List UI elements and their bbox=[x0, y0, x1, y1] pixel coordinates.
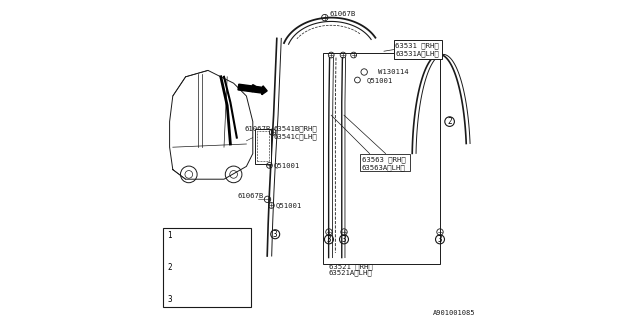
Bar bbox=[323, 53, 440, 264]
FancyArrow shape bbox=[238, 84, 267, 95]
Text: 63521A〈LH〉: 63521A〈LH〉 bbox=[329, 269, 372, 276]
Text: 3: 3 bbox=[326, 235, 332, 244]
Text: W130054 〈RH〉: W130054 〈RH〉 bbox=[191, 268, 243, 275]
Text: Q51001: Q51001 bbox=[366, 77, 393, 83]
Text: Q51001: Q51001 bbox=[275, 202, 301, 208]
Bar bbox=[163, 228, 251, 307]
Text: 61067B: 61067B bbox=[245, 125, 271, 132]
Text: 63521 〈RH〉: 63521 〈RH〉 bbox=[329, 263, 372, 270]
Text: 2: 2 bbox=[447, 117, 452, 126]
Bar bbox=[257, 131, 269, 161]
Text: 3: 3 bbox=[168, 295, 172, 304]
Text: 1: 1 bbox=[168, 231, 172, 240]
Text: 2: 2 bbox=[168, 263, 172, 272]
Text: 3: 3 bbox=[438, 235, 442, 244]
Text: W130053 〈LH〉: W130053 〈LH〉 bbox=[191, 275, 243, 282]
Text: 3: 3 bbox=[342, 235, 346, 244]
Text: W: W bbox=[177, 270, 182, 276]
Text: 63562A: 63562A bbox=[178, 296, 204, 302]
Bar bbox=[360, 154, 410, 171]
Text: Q51001: Q51001 bbox=[273, 162, 300, 168]
Text: 63531A〈LH〉: 63531A〈LH〉 bbox=[396, 50, 439, 57]
Text: S: S bbox=[177, 254, 182, 260]
Text: W130114: W130114 bbox=[378, 69, 408, 75]
Text: 63563 〈RH〉: 63563 〈RH〉 bbox=[362, 156, 405, 163]
Text: A901001085: A901001085 bbox=[433, 310, 475, 316]
Text: 3: 3 bbox=[273, 230, 278, 239]
Text: 63541B〈RH〉: 63541B〈RH〉 bbox=[274, 125, 317, 132]
Text: 63563A〈LH〉: 63563A〈LH〉 bbox=[362, 164, 405, 171]
Text: 63541C〈LH〉: 63541C〈LH〉 bbox=[274, 133, 317, 140]
Bar bbox=[255, 129, 271, 164]
Text: W130065 〈LH〉: W130065 〈LH〉 bbox=[191, 259, 243, 266]
Text: Q51001: Q51001 bbox=[178, 233, 204, 239]
Bar bbox=[394, 40, 442, 59]
Text: 61067B: 61067B bbox=[329, 11, 356, 17]
Text: 61067B: 61067B bbox=[238, 193, 264, 199]
Text: 63531 〈RH〉: 63531 〈RH〉 bbox=[396, 42, 439, 49]
Text: W130066 〈RH〉: W130066 〈RH〉 bbox=[191, 252, 243, 259]
